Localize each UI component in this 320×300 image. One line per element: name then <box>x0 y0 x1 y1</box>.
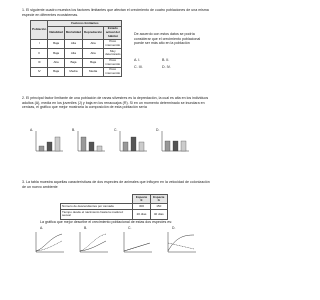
row: III Alta Baja Baja Poco intervenido <box>29 57 123 68</box>
cell: Muy deteriorado <box>103 48 123 59</box>
cell: Media <box>63 66 84 78</box>
row: IV Baja Media Media Poco intervenido <box>29 66 123 78</box>
cell: Poco intervenido <box>103 66 123 78</box>
cell: Alta <box>82 38 105 50</box>
figure <box>161 131 189 152</box>
q1-question: De acuerdo con estos datos se podría con… <box>134 32 201 46</box>
cell: Poco intervenido <box>103 38 123 50</box>
q3-text: 3. La tabla muestra aquellas característ… <box>22 180 210 189</box>
figure <box>35 232 64 253</box>
th: Mortalidad <box>63 25 84 40</box>
cell: Alta <box>47 57 65 68</box>
cell: Baja <box>47 66 65 78</box>
option: C. III. <box>134 65 143 69</box>
row: I Baja Alta Alta Poco intervenido <box>29 38 123 50</box>
cell: IV <box>29 66 49 78</box>
cell: Alta <box>82 48 105 59</box>
th: Estado actual del hábitat <box>103 25 123 40</box>
chart-label: C. <box>114 128 118 132</box>
cell: 20 días <box>132 209 151 220</box>
option: D. IV. <box>162 65 171 69</box>
cell: Poco intervenido <box>103 57 123 68</box>
figure <box>123 232 152 253</box>
row: II Baja Alta Alta Muy deteriorado <box>29 48 123 59</box>
cell: Alta <box>63 48 84 59</box>
figure <box>119 131 147 152</box>
cell: Media <box>82 66 105 78</box>
th: Especie G <box>149 193 169 205</box>
q3-table: Especie E Especie G Número de descendient… <box>59 193 169 220</box>
chart-label: B. <box>72 128 76 132</box>
cell: II <box>29 48 49 59</box>
graph-label: C. <box>128 226 132 230</box>
blank <box>61 195 133 204</box>
cell: Alta <box>63 38 84 50</box>
q1-table: Población Factores limitantes Natalidad Mo… <box>29 20 123 78</box>
th: Depredación <box>82 25 105 40</box>
cell: 40 días <box>149 209 169 220</box>
figure <box>167 232 196 253</box>
th: Población <box>29 20 49 40</box>
cell: Tiempo desde el nacimiento hasta la madu… <box>59 209 134 220</box>
q1-text: 1. El siguiente cuadro muestra los facto… <box>22 8 209 17</box>
cell: III <box>29 57 49 68</box>
option: B. II. <box>162 58 170 62</box>
row: Tiempo desde el nacimiento hasta la madu… <box>59 209 169 220</box>
graph-label: A. <box>40 226 44 230</box>
graph-label: B. <box>84 226 88 230</box>
page: 1. El siguiente cuadro muestra los facto… <box>22 8 210 253</box>
q3-question: La gráfica que mejor describe el crecimi… <box>40 220 173 224</box>
cell: I <box>29 38 49 50</box>
cell: Baja <box>82 57 105 68</box>
cell: Baja <box>47 38 65 50</box>
cell: Baja <box>47 48 65 59</box>
chart-label: D. <box>156 128 160 132</box>
figure <box>79 232 108 253</box>
figure <box>35 131 63 152</box>
th: Especie E <box>132 193 151 205</box>
th: Natalidad <box>47 25 65 40</box>
graph-label: D. <box>172 226 176 230</box>
chart-label: A. <box>30 128 34 132</box>
option: A. I. <box>134 58 141 62</box>
q2-text: 2. El principal factor limitante de una … <box>22 96 209 110</box>
figure <box>77 131 105 152</box>
cell: Baja <box>63 57 84 68</box>
